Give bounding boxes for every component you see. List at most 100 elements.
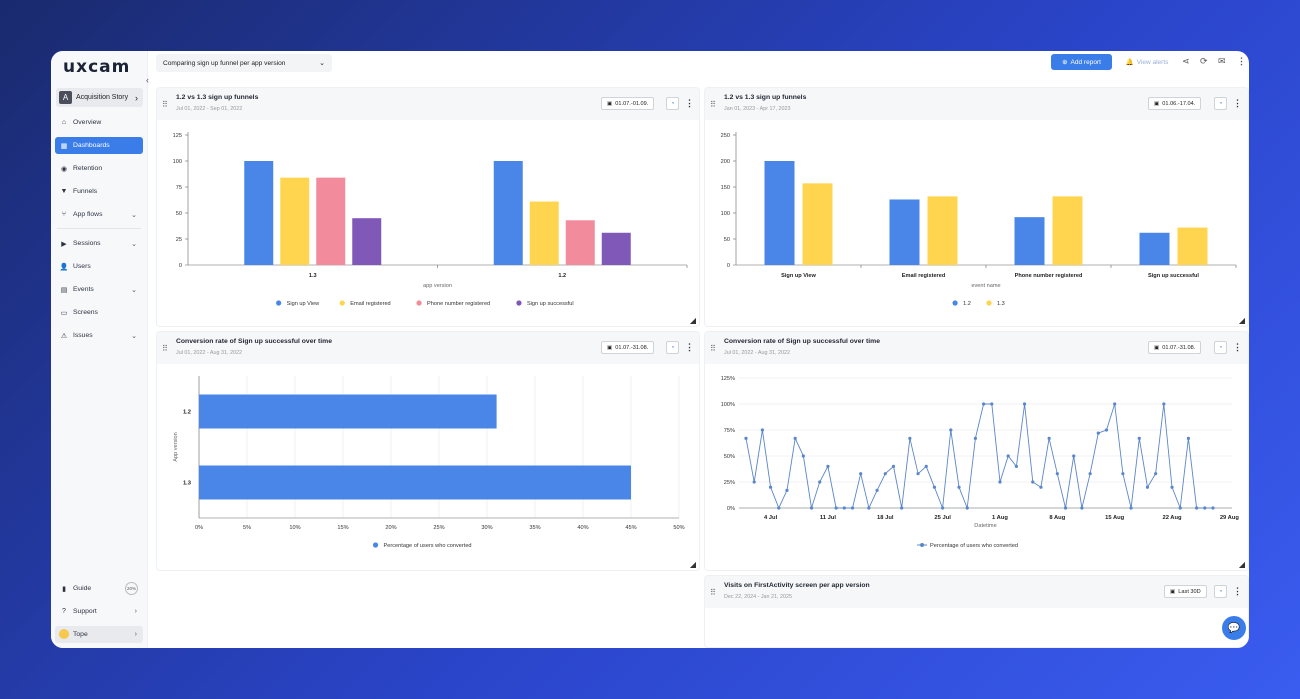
- x-tick-label: 0%: [195, 525, 203, 531]
- alert-button[interactable]: ◔: [1214, 341, 1227, 354]
- more-icon[interactable]: ⋮: [1233, 98, 1242, 108]
- chevron-left-icon[interactable]: ‹: [146, 75, 149, 85]
- data-point: [1137, 436, 1141, 440]
- sidebar-item-label: Overview: [73, 119, 102, 126]
- resize-icon[interactable]: ◢: [689, 560, 696, 569]
- card-title: 1.2 vs 1.3 sign up funnels: [176, 94, 259, 101]
- data-point: [1055, 472, 1059, 476]
- sidebar-item-label: Events: [73, 286, 94, 293]
- mail-icon[interactable]: ✉: [1218, 56, 1226, 66]
- drag-handle-icon[interactable]: ⠿: [162, 100, 168, 109]
- alert-button[interactable]: ◔: [1214, 585, 1227, 598]
- dashboard-icon: ▦: [60, 142, 68, 150]
- sessions-icon: ▶: [61, 240, 67, 248]
- card-header: ⠿ 1.2 vs 1.3 sign up funnels Jan 01, 202…: [705, 88, 1248, 120]
- bar: [316, 177, 346, 265]
- x-tick-label: 5%: [243, 525, 251, 531]
- story-selector[interactable]: A Acquisition Story ›: [56, 88, 143, 107]
- add-report-button[interactable]: ⊕ Add report: [1051, 54, 1112, 70]
- alert-button[interactable]: ◔: [1214, 97, 1227, 110]
- refresh-icon[interactable]: ⟳: [1200, 56, 1208, 66]
- data-point: [1121, 472, 1125, 476]
- bell-icon: ◔: [670, 344, 675, 351]
- more-icon[interactable]: ⋮: [1233, 586, 1242, 596]
- date-picker-button[interactable]: ▣ 01.07.-01.09.: [601, 97, 655, 110]
- sidebar-item-guide[interactable]: ▮ Guide 20%: [55, 580, 143, 597]
- legend-marker: [516, 300, 522, 306]
- date-picker-button[interactable]: ▣ 01.06.-17.04.: [1148, 97, 1202, 110]
- data-point: [1088, 472, 1092, 476]
- sidebar-item-issues[interactable]: ⚠ Issues ⌄: [55, 327, 143, 344]
- more-icon[interactable]: ⋮: [1233, 342, 1242, 352]
- alert-button[interactable]: ◔: [666, 341, 679, 354]
- y-tick-label: 150: [721, 185, 730, 191]
- sidebar-item-users[interactable]: 👤 Users: [55, 258, 143, 275]
- events-icon: ▤: [60, 286, 68, 294]
- date-label: 01.07.-31.08.: [615, 344, 649, 351]
- sidebar-item-profile[interactable]: Tope ›: [55, 626, 143, 643]
- bar: [1052, 196, 1083, 265]
- resize-icon[interactable]: ◢: [1238, 316, 1245, 325]
- sidebar-item-events[interactable]: ▤ Events ⌄: [55, 281, 143, 298]
- drag-handle-icon[interactable]: ⠿: [710, 344, 716, 353]
- data-point: [932, 485, 937, 489]
- x-tick-label: 30%: [481, 525, 492, 531]
- alert-button[interactable]: ◔: [666, 97, 679, 110]
- drag-handle-icon[interactable]: ⠿: [710, 588, 716, 597]
- data-point: [957, 485, 961, 489]
- data-point: [1006, 454, 1010, 458]
- legend-marker: [339, 300, 345, 306]
- data-point: [777, 506, 781, 510]
- calendar-icon: ▣: [607, 344, 613, 351]
- legend-label: Phone number registered: [427, 301, 490, 307]
- data-point: [1014, 464, 1018, 468]
- dashboard-select[interactable]: Comparing sign up funnel per app version…: [156, 54, 332, 72]
- data-point: [752, 480, 756, 484]
- dashboard-select-label: Comparing sign up funnel per app version: [163, 59, 286, 67]
- drag-handle-icon[interactable]: ⠿: [710, 100, 716, 109]
- sidebar-item-label: Sessions: [73, 240, 101, 247]
- share-icon[interactable]: ⋖: [1182, 56, 1190, 66]
- date-label: 01.06.-17.04.: [1162, 100, 1196, 107]
- more-icon[interactable]: ⋮: [685, 98, 694, 108]
- x-tick-label: 1 Aug: [992, 515, 1008, 521]
- legend-label: 1.3: [997, 301, 1005, 307]
- sidebar-item-label: Dashboards: [73, 142, 110, 149]
- drag-handle-icon[interactable]: ⠿: [162, 344, 168, 353]
- data-point: [744, 436, 748, 440]
- y-tick-label: 50: [176, 211, 182, 217]
- sidebar-item-support[interactable]: ? Support ›: [55, 603, 143, 620]
- card-header: ⠿ Conversion rate of Sign up successful …: [705, 332, 1248, 364]
- chevron-down-icon: ⌄: [131, 211, 137, 219]
- sidebar-item-dashboards[interactable]: ▦ Dashboards: [55, 137, 143, 154]
- date-picker-button[interactable]: ▣ 01.07.-31.08.: [601, 341, 655, 354]
- bar: [764, 161, 795, 265]
- chat-icon[interactable]: 💬: [1222, 616, 1246, 640]
- view-alerts-label: View alerts: [1136, 58, 1169, 66]
- y-axis-label: App version: [173, 432, 179, 462]
- view-alerts-button[interactable]: 🔔 View alerts: [1119, 54, 1175, 70]
- date-picker-button[interactable]: ▣ 01.07.-31.08.: [1148, 341, 1202, 354]
- sidebar-item-retention[interactable]: ◉ Retention: [55, 160, 143, 177]
- card-header: ⠿ 1.2 vs 1.3 sign up funnels Jul 01, 202…: [157, 88, 699, 120]
- sidebar-item-funnels[interactable]: ▼ Funnels: [55, 183, 143, 200]
- sidebar-item-app-flows[interactable]: ⑂ App flows ⌄: [55, 206, 143, 223]
- sidebar-item-label: Issues: [73, 332, 93, 339]
- resize-icon[interactable]: ◢: [1238, 560, 1245, 569]
- sidebar-item-label: Funnels: [73, 188, 98, 195]
- y-tick-label: 200: [721, 159, 730, 165]
- more-icon[interactable]: ⋮: [685, 342, 694, 352]
- divider: [57, 228, 141, 229]
- date-picker-button[interactable]: ▣ Last 30D: [1164, 585, 1207, 598]
- horizontal-bar-chart: 0% 5% 10% 15% 20% 25% 30% 35% 40% 45% 50% 1.2 1.3 App…: [173, 376, 685, 549]
- more-icon[interactable]: ⋮: [1237, 56, 1246, 66]
- x-axis-label: event name: [971, 283, 1000, 289]
- date-label: 01.07.-01.09.: [615, 100, 649, 107]
- sidebar-item-screens[interactable]: ▭ Screens: [55, 304, 143, 321]
- data-point: [785, 488, 789, 492]
- chevron-down-icon: ⌄: [131, 332, 137, 340]
- resize-icon[interactable]: ◢: [689, 316, 696, 325]
- data-point: [1203, 506, 1207, 510]
- sidebar-item-sessions[interactable]: ▶ Sessions ⌄: [55, 235, 143, 252]
- sidebar-item-overview[interactable]: ⌂ Overview: [55, 114, 143, 131]
